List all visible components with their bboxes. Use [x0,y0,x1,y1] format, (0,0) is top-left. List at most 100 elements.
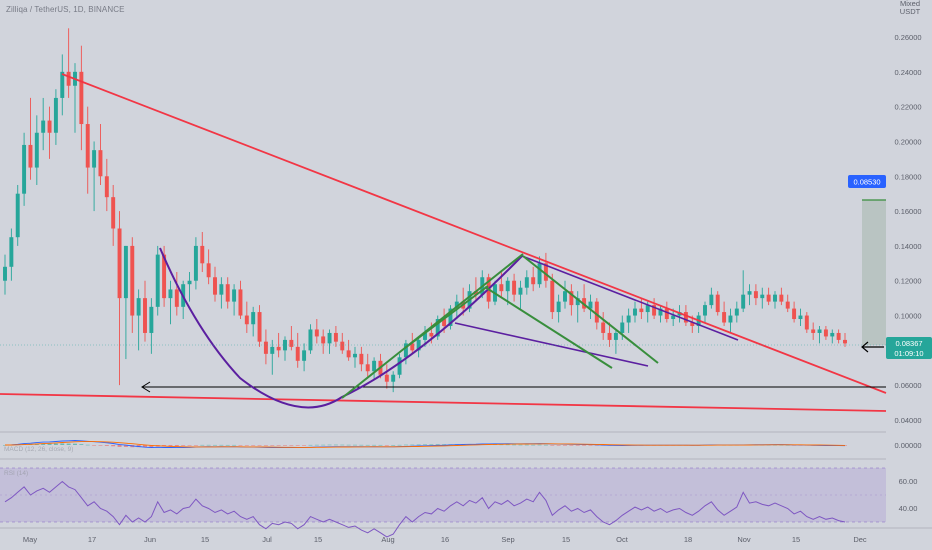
macd-histogram-bar [435,444,440,445]
candle-body [302,350,307,361]
candle-body [683,312,688,323]
candle-body [607,332,612,340]
candle-body [340,341,345,351]
price-pointer-arrow-icon [861,341,869,353]
candle-body [187,280,192,285]
candle-body [314,329,319,337]
candle-body [219,284,224,295]
candle-body [773,294,777,302]
rsi-tick-label: 40.00 [899,504,918,513]
macd-histogram-bar [384,445,389,446]
macd-histogram-bar [594,445,599,446]
candle-body [671,315,676,320]
macd-histogram-bar [563,445,567,446]
time-tick-label: Sep [501,535,514,544]
descending-trendline [61,73,887,394]
candle-body [569,291,574,306]
candle-body [715,294,720,313]
candle-body [372,360,377,372]
macd-histogram-bar [111,445,116,447]
candle-body [295,346,300,361]
candle-body [753,291,758,299]
macd-histogram-bar [550,445,555,446]
price-tick-label: 0.20000 [894,137,921,146]
candle-body [588,301,593,309]
lower-wedge-line [454,322,649,367]
countdown-text: 01:09:10 [894,349,923,358]
candle-body [9,237,14,267]
candle-body [512,280,517,295]
candle-body [505,280,510,292]
price-tick-label: 0.04000 [894,416,921,425]
green-rising-line-2 [404,285,489,349]
macd-histogram-bar [416,444,421,446]
macd-histogram-bar [123,445,128,447]
macd-histogram-bar [378,444,383,446]
macd-histogram-bar [499,444,504,446]
candle-body [143,298,147,333]
candle-body [722,312,727,323]
price-scale-panel[interactable] [886,0,932,550]
macd-histogram-bar [53,443,58,445]
support-arrow-icon [141,381,151,393]
macd-histogram-bar [403,444,408,446]
rsi-pane: 60.00 40.00 [4,477,918,538]
macd-histogram-bar [104,445,109,446]
rsi-tick-label: 60.00 [899,477,918,486]
time-tick-label: Jun [144,535,156,544]
target-price-tag-text: 0.08530 [853,178,880,187]
candle-body [575,298,580,306]
candle-body [804,315,809,330]
time-tick-label: May [23,535,37,544]
time-tick-label: 15 [201,535,209,544]
candle-body [766,294,771,302]
macd-histogram-bar [531,444,536,446]
macd-histogram-bar [60,443,65,445]
drawings[interactable] [0,73,887,412]
candle-body [15,193,20,238]
candle-body [270,346,275,354]
candle-body [232,289,237,302]
price-tick-label: 0.26000 [894,33,921,42]
candle-body [518,287,523,295]
time-tick-label: Nov [737,535,751,544]
candle-body [690,322,695,326]
candle-body [448,308,453,326]
macd-histogram-bar [575,445,580,446]
macd-histogram-bar [588,445,593,446]
candle-body [92,150,97,168]
target-zone [862,200,886,345]
candle-body [620,322,625,333]
candle-body [613,332,618,340]
candle-body [117,228,122,299]
candle-body [760,294,765,299]
upper-resistance-line [521,255,739,341]
candle-body [473,291,478,295]
time-tick-label: Aug [381,535,394,544]
candle-body [563,291,567,302]
macd-histogram-bar [238,445,243,446]
macd-histogram-bar [397,444,402,446]
candle-body [155,254,160,307]
candle-body [276,346,281,351]
macd-histogram-bar [232,444,237,446]
macd-histogram-bar [365,444,370,446]
target-price-tag [848,175,886,188]
macd-histogram-bar [314,444,319,446]
time-tick-label: 16 [441,535,449,544]
macd-histogram-bar [244,445,249,446]
candle-body [747,291,752,295]
candle-body [658,308,663,316]
candle-body [537,263,542,285]
candle-body [830,332,835,337]
macd-histogram-bar [213,444,217,446]
time-tick-label: 18 [684,535,692,544]
candle-body [53,97,58,133]
candle-body [391,374,396,382]
candle-body [416,339,421,351]
macd-histogram-bar [168,445,173,447]
candle-body [728,315,733,323]
macd-histogram-bar [429,444,434,446]
time-tick-label: 17 [88,535,96,544]
